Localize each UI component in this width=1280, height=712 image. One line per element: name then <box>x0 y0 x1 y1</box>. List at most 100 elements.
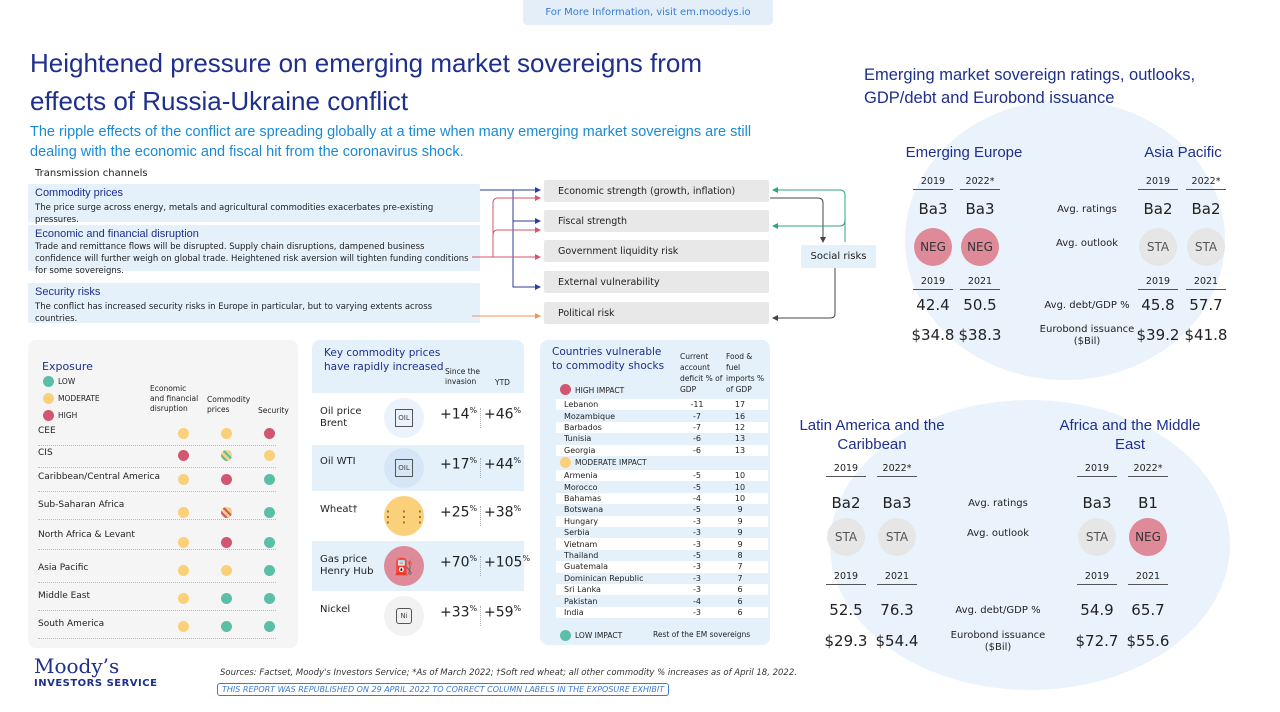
avg-debt-label: Avg. debt/GDP % <box>955 605 1041 616</box>
channel-title: Economic and financial disruption <box>35 228 199 240</box>
arrow-commodity-fiscal <box>512 190 541 224</box>
exposure-dot-high <box>264 428 275 439</box>
avg-rating: Ba3 <box>882 494 912 512</box>
exposure-dot-moderate <box>178 428 189 439</box>
region-name: North Africa & Levant <box>38 530 135 540</box>
arrow-econ-fiscal <box>492 227 541 236</box>
arrow-commodity-external <box>512 221 541 290</box>
food-fuel-value: 8 <box>737 550 743 560</box>
divider <box>480 606 481 626</box>
year-label: 2022* <box>877 463 917 477</box>
exposure-row: CEE <box>38 424 276 446</box>
value: +70 <box>440 554 470 571</box>
avg-rating: B1 <box>1138 494 1158 512</box>
channel-economic-disruption: Economic and financial disruption Trade … <box>28 225 480 276</box>
value: +105 <box>484 554 523 571</box>
current-account-value: -5 <box>693 482 701 492</box>
exposure-dot-high <box>221 474 232 485</box>
region-title: Latin America and the Caribbean <box>799 417 945 453</box>
col-since-invasion: Since the invasion <box>445 367 481 386</box>
transmission-heading: Transmission channels <box>35 168 148 179</box>
unit: % <box>469 504 478 513</box>
exposure-dot-moderate-high <box>221 507 232 518</box>
current-account-value: -3 <box>693 562 701 572</box>
avg-ratings-label: Avg. ratings <box>968 498 1028 509</box>
country-row: Barbados -7 12 <box>556 421 768 434</box>
country-name: Vietnam <box>564 539 598 549</box>
country-row: Pakistan -4 6 <box>556 595 768 606</box>
country-row: Georgia -6 13 <box>556 444 768 456</box>
country-row: Dominican Republic -3 7 <box>556 573 768 584</box>
unit: % <box>469 554 478 563</box>
channel-text: The price surge across energy, metals an… <box>35 203 434 225</box>
legend-high: HIGH <box>58 411 78 420</box>
exposure-dot-high <box>178 450 189 461</box>
info-banner[interactable]: For More Information, visit em.moodys.io <box>523 0 773 25</box>
eurobond-value: $72.7 <box>1075 632 1119 650</box>
legend-low: LOW <box>58 377 76 386</box>
ni-label: Ni <box>396 608 412 624</box>
country-name: Serbia <box>564 528 590 538</box>
country-name: Botswana <box>564 505 604 515</box>
risk-political: Political risk <box>544 302 769 324</box>
avg-ratings-label: Avg. ratings <box>1057 204 1117 215</box>
risk-external-vulnerability: External vulnerability <box>544 271 769 293</box>
food-fuel-value: 7 <box>737 562 743 572</box>
exposure-dot-low <box>264 593 275 604</box>
debt-gdp-value: 42.4 <box>916 296 950 314</box>
country-name: Barbados <box>564 422 602 432</box>
value: +14 <box>440 406 470 423</box>
unit: % <box>513 504 522 513</box>
food-fuel-value: 9 <box>737 528 743 538</box>
food-fuel-value: 7 <box>737 573 743 583</box>
region-name: Asia Pacific <box>38 563 89 573</box>
col-ytd: YTD <box>495 378 510 387</box>
unit: % <box>513 456 522 465</box>
value: +25 <box>440 504 470 521</box>
eurobond-value: $39.2 <box>1136 326 1180 344</box>
eurobond-value: $55.6 <box>1126 632 1170 650</box>
food-fuel-value: 17 <box>734 400 746 410</box>
moderate-impact-label: MODERATE IMPACT <box>575 458 647 467</box>
country-name: Morocco <box>564 482 598 492</box>
current-account-value: -3 <box>693 607 701 617</box>
avg-rating: Ba3 <box>1082 494 1112 512</box>
country-row: Botswana -5 9 <box>556 504 768 515</box>
gas-tank-icon: ⛽ <box>384 546 424 586</box>
oil-label: OIL <box>395 459 413 477</box>
divider <box>480 458 481 478</box>
exposure-row: CIS <box>38 446 276 468</box>
country-name: Thailand <box>564 550 599 560</box>
current-account-value: -4 <box>693 493 701 503</box>
outlook-badge-sta: STA <box>827 518 865 556</box>
debt-gdp-value: 52.5 <box>829 601 863 619</box>
year-label: 2019 <box>1138 276 1178 290</box>
country-row: Thailand -5 8 <box>556 550 768 561</box>
divider <box>480 408 481 428</box>
food-fuel-value: 13 <box>734 445 746 455</box>
year-label: 2021 <box>1128 571 1168 585</box>
countries-panel: Countries vulnerable to commodity shocks… <box>540 340 770 645</box>
exposure-dot-low <box>264 565 275 576</box>
commodity-name: Nickel <box>320 604 351 615</box>
exposure-dot-moderate <box>221 565 232 576</box>
exposure-dot-moderate <box>178 593 189 604</box>
exposure-dot-moderate <box>264 450 275 461</box>
current-account-value: -6 <box>693 434 701 444</box>
current-account-value: -3 <box>693 573 701 583</box>
region-name: CIS <box>38 448 53 458</box>
country-row: Guatemala -3 7 <box>556 561 768 573</box>
unit: % <box>513 604 522 613</box>
oil-barrel-icon: OIL <box>384 448 424 488</box>
region-title: Africa and the Middle East <box>1059 417 1201 453</box>
oil-label: OIL <box>395 409 413 427</box>
year-label: 2019 <box>913 276 953 290</box>
banner-link[interactable]: visit em.moodys.io <box>656 7 751 18</box>
since-invasion-value: +14% <box>440 406 477 423</box>
ytd-value: +59% <box>484 604 521 621</box>
country-name: India <box>564 607 584 617</box>
food-fuel-value: 13 <box>734 434 746 444</box>
exposure-row: South America <box>38 617 276 639</box>
country-name: Dominican Republic <box>564 573 644 583</box>
outlook-badge-neg: NEG <box>961 228 999 266</box>
